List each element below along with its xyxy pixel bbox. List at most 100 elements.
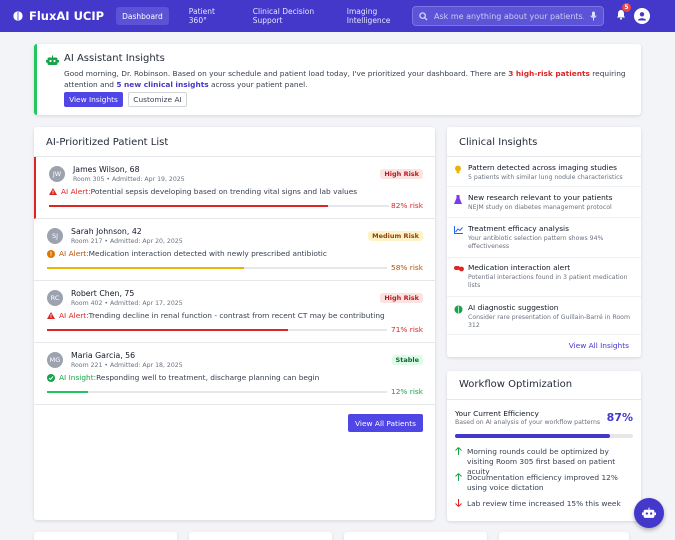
patient-row[interactable]: RC Robert Chen, 75 Room 402 • Admitted: … — [34, 281, 435, 343]
suggestion-text: Lab review time increased 15% this week — [467, 499, 621, 508]
patient-meta: Room 305 • Admitted: Apr 19, 2025 — [73, 176, 185, 183]
risk-percent: 58% risk — [391, 263, 423, 272]
suggestion-text: Documentation efficiency improved 12% us… — [467, 473, 618, 492]
risk-bar-fill — [47, 391, 88, 393]
patient-row[interactable]: MG Maria Garcia, 56 Room 221 • Admitted:… — [34, 343, 435, 405]
ai-assistant-banner: AI Assistant Insights Good morning, Dr. … — [34, 44, 641, 115]
insight-item[interactable]: New research relevant to your patients N… — [447, 189, 641, 218]
insight-title: Treatment efficacy analysis — [468, 224, 569, 233]
risk-bar — [47, 267, 387, 269]
banner-message: Good morning, Dr. Robinson. Based on you… — [64, 68, 639, 90]
insight-item[interactable]: Treatment efficacy analysis Your antibio… — [447, 220, 641, 258]
robot-icon — [642, 507, 656, 518]
insight-item[interactable]: Pattern detected across imaging studies … — [447, 159, 641, 187]
workflow-title: Workflow Optimization — [459, 379, 573, 390]
pills-icon — [454, 266, 464, 272]
patient-row[interactable]: SJ Sarah Johnson, 42 Room 217 • Admitted… — [34, 219, 435, 281]
top-nav-bar: FluxAI UCIP Dashboard Patient 360° Clini… — [0, 0, 675, 32]
arrow-up-icon — [455, 447, 467, 477]
risk-percent: 71% risk — [391, 325, 423, 334]
view-all-insights-link[interactable]: View All Insights — [568, 341, 629, 350]
alert-text: Trending decline in renal function - con… — [88, 311, 385, 320]
flask-icon — [454, 195, 462, 204]
bell-icon[interactable] — [616, 9, 626, 20]
alert-label: AI Alert: — [61, 187, 91, 196]
patient-list-card: AI-Prioritized Patient List JW James Wil… — [34, 127, 435, 520]
warning-triangle-icon — [49, 188, 57, 195]
view-insights-button[interactable]: View Insights — [64, 92, 123, 107]
risk-bar-fill — [47, 329, 289, 331]
insight-subtitle: 5 patients with similar lung nodule char… — [468, 174, 623, 181]
alert-label: AI Alert: — [59, 311, 89, 320]
nav-dashboard[interactable]: Dashboard — [116, 7, 169, 25]
ai-assistant-fab[interactable] — [634, 498, 664, 528]
insight-title: Medication interaction alert — [468, 263, 571, 272]
lower-card — [499, 532, 629, 540]
robot-icon — [46, 55, 59, 65]
app-name: FluxAI UCIP — [29, 9, 105, 23]
lower-card — [189, 532, 332, 540]
efficiency-bar-fill — [455, 434, 610, 438]
insight-item[interactable]: Medication interaction alert Potential i… — [447, 259, 641, 297]
search-input[interactable] — [434, 11, 584, 21]
workflow-suggestion: Lab review time increased 15% this week — [455, 499, 635, 510]
arrow-down-icon — [455, 499, 467, 510]
workflow-suggestion: Morning rounds could be optimized by vis… — [455, 447, 635, 477]
notification-count-badge: 5 — [622, 3, 631, 12]
user-avatar[interactable] — [634, 8, 650, 24]
risk-badge: Stable — [391, 355, 423, 365]
ai-alert: AI Alert: Medication interaction detecte… — [47, 249, 327, 258]
risk-badge: Medium Risk — [368, 231, 423, 241]
nav-clinical-decision-support[interactable]: Clinical Decision Support — [252, 7, 315, 25]
alert-text: Responding well to treatment, discharge … — [96, 373, 320, 382]
efficiency-subtitle: Based on AI analysis of your workflow pa… — [455, 419, 601, 426]
lower-card — [344, 532, 487, 540]
banner-text-part: Good morning, Dr. Robinson. Based on you… — [64, 69, 509, 78]
risk-badge: High Risk — [380, 293, 423, 303]
efficiency-bar — [455, 434, 633, 438]
lightbulb-icon — [455, 165, 461, 174]
app-logo[interactable]: FluxAI UCIP — [12, 9, 104, 23]
patient-meta: Room 402 • Admitted: Apr 17, 2025 — [71, 300, 183, 307]
insight-subtitle: Consider rare presentation of Guillain-B… — [468, 314, 630, 329]
workflow-suggestion: Documentation efficiency improved 12% us… — [455, 473, 635, 493]
patient-meta: Room 217 • Admitted: Apr 20, 2025 — [71, 238, 183, 245]
brain-logo-icon — [12, 10, 24, 22]
customize-ai-button[interactable]: Customize AI — [128, 92, 187, 107]
brain-icon — [454, 305, 463, 314]
risk-bar — [47, 329, 387, 331]
nav-patient-360[interactable]: Patient 360° — [188, 7, 215, 25]
suggestion-text: Morning rounds could be optimized by vis… — [467, 447, 616, 476]
search-bar — [412, 6, 604, 26]
risk-bar-fill — [47, 267, 245, 269]
high-risk-count: 3 high-risk patients — [508, 69, 590, 78]
info-circle-icon — [47, 249, 55, 258]
patient-avatar: SJ — [47, 228, 63, 244]
ai-alert: AI Alert: Trending decline in renal func… — [47, 311, 385, 320]
patient-avatar: MG — [47, 352, 63, 368]
insight-subtitle: Your antibiotic selection pattern shows … — [468, 235, 604, 250]
divider — [447, 156, 641, 157]
banner-text-part: across your patient panel. — [208, 80, 308, 89]
insight-subtitle: NEJM study on diabetes management protoc… — [468, 204, 612, 211]
alert-label: AI Insight: — [59, 373, 97, 382]
ai-alert: AI Alert: Potential sepsis developing ba… — [49, 187, 357, 196]
risk-badge: High Risk — [380, 169, 423, 179]
user-icon — [638, 12, 646, 21]
arrow-up-icon — [455, 473, 467, 493]
patient-avatar: RC — [47, 290, 63, 306]
nav-imaging-intelligence[interactable]: Imaging Intelligence — [346, 7, 391, 25]
patient-name: Sarah Johnson, 42 — [71, 227, 142, 236]
divider — [447, 399, 641, 400]
view-all-patients-button[interactable]: View All Patients — [348, 414, 423, 432]
insight-item[interactable]: AI diagnostic suggestion Consider rare p… — [447, 299, 641, 335]
lower-card — [34, 532, 177, 540]
efficiency-label: Your Current Efficiency — [455, 409, 539, 418]
warning-triangle-icon — [47, 312, 55, 319]
risk-percent: 82% risk — [391, 201, 423, 210]
patient-row[interactable]: JW James Wilson, 68 Room 305 • Admitted:… — [34, 157, 435, 219]
risk-bar-fill — [49, 205, 328, 207]
microphone-icon[interactable] — [590, 11, 597, 21]
patient-list-title: AI-Prioritized Patient List — [46, 137, 169, 148]
banner-text-part: requiring attention and — [64, 69, 626, 89]
